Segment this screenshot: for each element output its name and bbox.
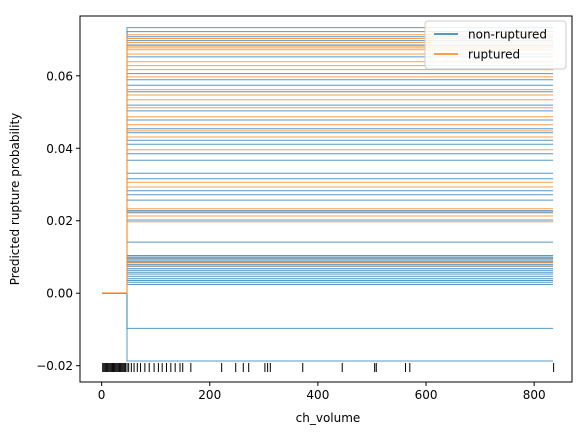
y-tick-label: 0.04 [46, 142, 73, 156]
series-ruptured [102, 34, 554, 294]
series-line [102, 34, 554, 294]
y-tick-label: 0.00 [46, 287, 73, 301]
axes-frame [79, 15, 573, 383]
y-tick-label: −0.02 [36, 359, 73, 373]
x-tick-label: 800 [523, 388, 546, 402]
legend-label: non-ruptured [468, 28, 547, 42]
x-tick-label: 200 [198, 388, 221, 402]
axes: 0 200 400 600 800 −0.02 0.00 0.02 0.04 0.06 [36, 15, 573, 402]
x-tick-label: 0 [98, 388, 106, 402]
y-tick-label: 0.06 [46, 69, 73, 83]
legend-label: ruptured [468, 48, 520, 62]
x-tick-label: 400 [306, 388, 329, 402]
x-axis-label: ch_volume [296, 411, 361, 425]
y-axis-label: Predicted rupture probability [8, 113, 22, 286]
series-lines [102, 27, 554, 362]
legend: non-ruptured ruptured [424, 20, 567, 70]
rug-marks [102, 363, 555, 373]
x-tick-label: 600 [415, 388, 438, 402]
legend-box [424, 20, 567, 70]
plot-area [102, 27, 555, 373]
y-tick-label: 0.02 [46, 214, 73, 228]
